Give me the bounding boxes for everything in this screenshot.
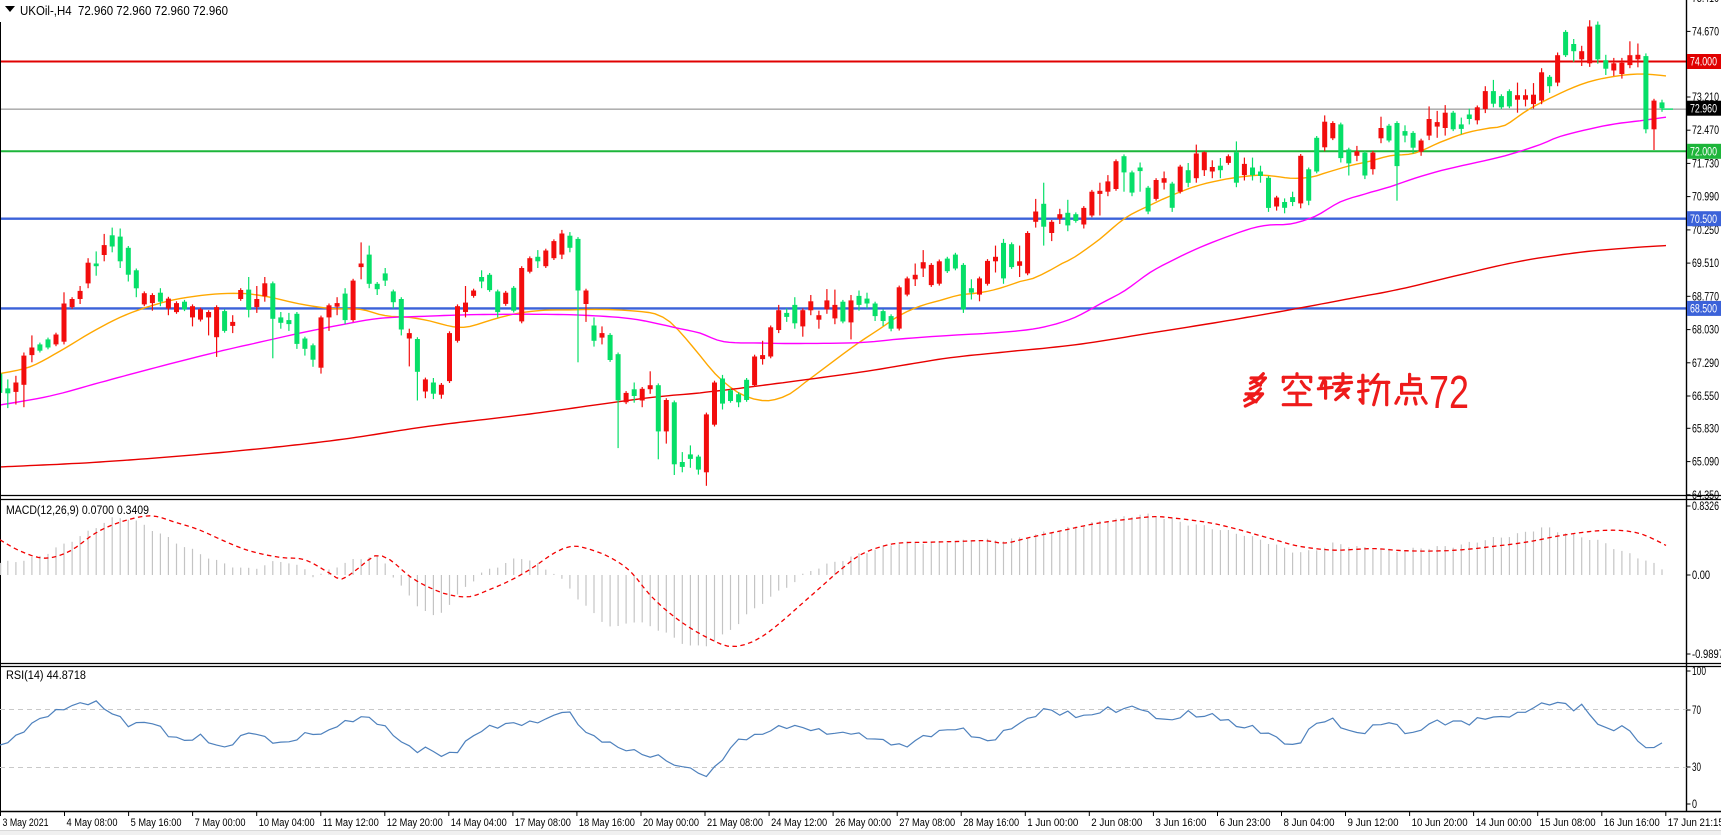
- svg-text:17 Jun 21:15: 17 Jun 21:15: [1668, 817, 1721, 829]
- svg-text:68.770: 68.770: [1692, 291, 1719, 303]
- svg-text:72.470: 72.470: [1692, 125, 1719, 137]
- svg-text:20 May 00:00: 20 May 00:00: [643, 817, 699, 829]
- svg-text:70.990: 70.990: [1692, 192, 1719, 204]
- svg-text:68.500: 68.500: [1690, 304, 1717, 316]
- svg-text:65.830: 65.830: [1692, 423, 1719, 435]
- svg-text:70: 70: [1692, 705, 1701, 717]
- svg-text:72.960: 72.960: [1690, 103, 1717, 115]
- svg-text:21 May 08:00: 21 May 08:00: [707, 817, 763, 829]
- svg-text:UKOil-,H4 72.960 72.960 72.96: UKOil-,H4 72.960 72.960 72.960 72.960: [20, 4, 228, 18]
- svg-text:71.730: 71.730: [1692, 158, 1719, 170]
- svg-text:MACD(12,26,9) 0.0700 0.3409: MACD(12,26,9) 0.0700 0.3409: [6, 505, 149, 517]
- svg-text:11 May 12:00: 11 May 12:00: [323, 817, 379, 829]
- svg-text:30: 30: [1692, 762, 1701, 774]
- svg-text:15 Jun 08:00: 15 Jun 08:00: [1540, 817, 1596, 829]
- svg-text:14 Jun 00:00: 14 Jun 00:00: [1476, 817, 1532, 829]
- svg-text:16 Jun 16:00: 16 Jun 16:00: [1604, 817, 1660, 829]
- svg-text:100: 100: [1692, 666, 1706, 678]
- svg-text:3 May 2021: 3 May 2021: [3, 817, 49, 829]
- svg-text:68.030: 68.030: [1692, 325, 1719, 337]
- svg-text:18 May 16:00: 18 May 16:00: [579, 817, 635, 829]
- svg-text:67.290: 67.290: [1692, 358, 1719, 370]
- svg-text:-0.9897: -0.9897: [1692, 649, 1721, 661]
- svg-text:74.670: 74.670: [1692, 26, 1719, 38]
- svg-text:5 May 16:00: 5 May 16:00: [131, 817, 182, 829]
- svg-text:0.8326: 0.8326: [1692, 501, 1719, 513]
- svg-text:10 Jun 20:00: 10 Jun 20:00: [1412, 817, 1468, 829]
- svg-text:8 Jun 04:00: 8 Jun 04:00: [1284, 817, 1335, 829]
- svg-text:70.250: 70.250: [1692, 225, 1719, 237]
- svg-text:69.510: 69.510: [1692, 258, 1719, 270]
- svg-text:9 Jun 12:00: 9 Jun 12:00: [1348, 817, 1399, 829]
- svg-text:65.090: 65.090: [1692, 457, 1719, 469]
- svg-text:75.410: 75.410: [1692, 0, 1719, 5]
- svg-text:17 May 08:00: 17 May 08:00: [515, 817, 571, 829]
- svg-text:26 May 00:00: 26 May 00:00: [835, 817, 891, 829]
- svg-text:10 May 04:00: 10 May 04:00: [259, 817, 315, 829]
- svg-text:28 May 16:00: 28 May 16:00: [963, 817, 1019, 829]
- svg-text:24 May 12:00: 24 May 12:00: [771, 817, 827, 829]
- svg-text:72: 72: [1429, 367, 1469, 418]
- svg-text:1 Jun 00:00: 1 Jun 00:00: [1027, 817, 1078, 829]
- svg-text:4 May 08:00: 4 May 08:00: [67, 817, 118, 829]
- svg-text:RSI(14) 44.8718: RSI(14) 44.8718: [6, 670, 86, 682]
- svg-text:27 May 08:00: 27 May 08:00: [899, 817, 955, 829]
- svg-text:12 May 20:00: 12 May 20:00: [387, 817, 443, 829]
- svg-text:6 Jun 23:00: 6 Jun 23:00: [1220, 817, 1271, 829]
- svg-text:3 Jun 16:00: 3 Jun 16:00: [1155, 817, 1206, 829]
- svg-text:64.350: 64.350: [1692, 490, 1719, 502]
- svg-text:7 May 00:00: 7 May 00:00: [195, 817, 246, 829]
- svg-text:70.500: 70.500: [1690, 214, 1717, 226]
- svg-text:0: 0: [1692, 799, 1697, 811]
- svg-text:14 May 04:00: 14 May 04:00: [451, 817, 507, 829]
- svg-text:66.550: 66.550: [1692, 391, 1719, 403]
- svg-text:72.000: 72.000: [1690, 147, 1717, 159]
- svg-text:0.00: 0.00: [1692, 570, 1710, 582]
- svg-text:74.000: 74.000: [1690, 57, 1717, 69]
- svg-text:2 Jun 08:00: 2 Jun 08:00: [1091, 817, 1142, 829]
